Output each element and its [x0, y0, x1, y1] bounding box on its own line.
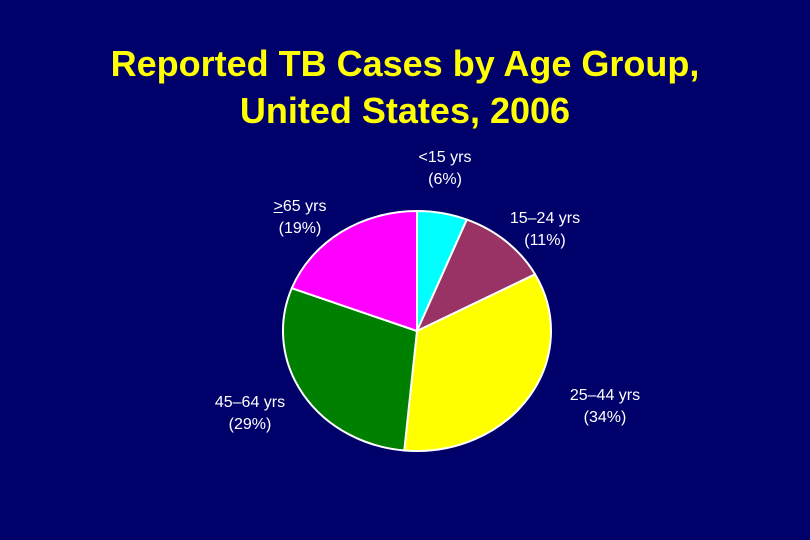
pie-slices	[282, 210, 552, 452]
label-45-64: 45–64 yrs (29%)	[195, 392, 305, 436]
slice-25-44	[403, 273, 552, 452]
label-45-64-pct: (29%)	[228, 416, 272, 433]
label-under-15: <15 yrs (6%)	[395, 147, 495, 191]
label-15-24: 15–24 yrs (11%)	[490, 208, 600, 252]
slice-15-24	[416, 218, 537, 332]
label-25-44-pct: (34%)	[583, 409, 627, 426]
chart-title: Reported TB Cases by Age Group, United S…	[0, 40, 810, 134]
chart-title-line-2: United States, 2006	[239, 90, 571, 131]
label-65-plus-name: >65 yrs	[274, 198, 327, 215]
chart-title-line-1: Reported TB Cases by Age Group,	[110, 43, 700, 84]
label-65-plus-rest: 65 yrs	[282, 198, 327, 215]
label-15-24-pct: (11%)	[524, 232, 566, 249]
label-15-24-name: 15–24 yrs	[509, 210, 581, 227]
label-65-plus: >65 yrs (19%)	[255, 196, 345, 240]
label-65-plus-pct: (19%)	[278, 220, 322, 237]
label-65-plus-prefix: >	[273, 198, 283, 215]
label-45-64-name: 45–64 yrs	[214, 394, 286, 411]
label-under-15-name: <15 yrs	[418, 149, 472, 166]
slice-65-plus	[290, 210, 418, 332]
label-25-44: 25–44 yrs (34%)	[550, 385, 660, 429]
slice-45-64	[282, 287, 418, 452]
label-under-15-pct: (6%)	[428, 171, 462, 188]
label-25-44-name: 25–44 yrs	[569, 387, 641, 404]
